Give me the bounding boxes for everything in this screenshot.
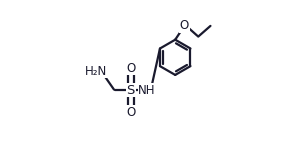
Text: O: O <box>180 19 189 32</box>
Text: O: O <box>126 106 136 119</box>
Text: O: O <box>126 61 136 75</box>
Text: H₂N: H₂N <box>85 65 107 78</box>
Text: NH: NH <box>138 84 156 97</box>
Text: S: S <box>127 84 135 97</box>
